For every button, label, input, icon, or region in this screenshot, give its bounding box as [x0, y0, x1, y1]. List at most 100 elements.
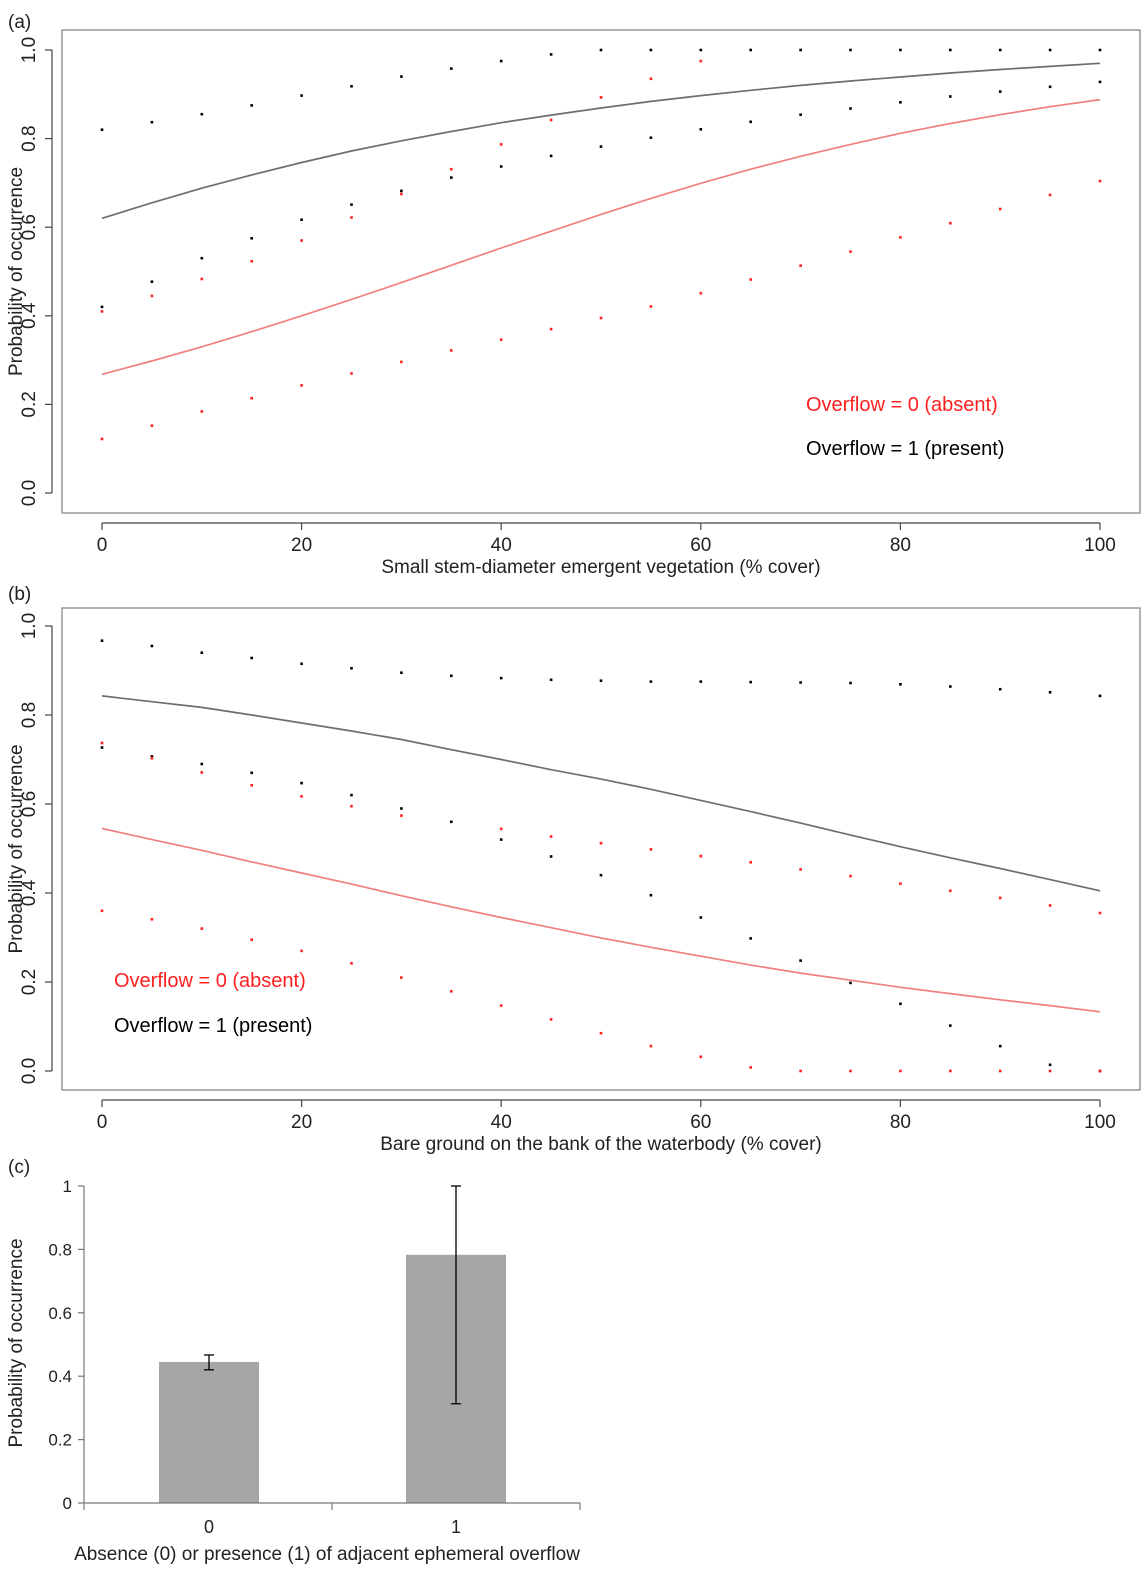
data-point: [649, 305, 653, 308]
data-point: [998, 1069, 1002, 1073]
data-point: [599, 96, 603, 99]
data-point: [300, 662, 303, 666]
data-point: [849, 874, 852, 878]
data-point: [499, 838, 503, 841]
data-point: [400, 360, 403, 364]
data-point: [549, 53, 553, 56]
data-point: [100, 639, 104, 642]
data-point: [100, 305, 104, 309]
data-point: [1048, 1069, 1052, 1073]
data-point: [649, 680, 653, 683]
data-point: [1098, 80, 1102, 84]
series-line-0: [101, 62, 1101, 220]
data-point: [899, 101, 902, 104]
data-point: [699, 854, 703, 858]
data-point: [599, 145, 603, 148]
data-point: [400, 189, 403, 193]
data-point: [100, 437, 104, 441]
data-point: [599, 679, 603, 682]
data-point: [699, 1055, 703, 1059]
data-point: [549, 327, 553, 331]
data-point: [200, 112, 204, 116]
data-point: [150, 294, 154, 298]
y-tick-label: 0.4: [19, 302, 40, 329]
data-point: [450, 990, 453, 993]
data-point: [1098, 179, 1102, 183]
data-point: [250, 656, 253, 660]
data-point: [350, 667, 353, 670]
data-point: [549, 154, 553, 158]
data-point: [749, 937, 752, 940]
data-point: [949, 685, 952, 688]
y-tick-label: 0.8: [19, 125, 40, 151]
data-point: [949, 1069, 952, 1073]
panel-a-x-axis: 0 20 40 60 80 100: [97, 522, 1116, 556]
data-point: [599, 1031, 603, 1035]
data-point: [350, 203, 353, 206]
data-point: [200, 927, 204, 930]
data-point: [499, 59, 503, 63]
data-point: [549, 835, 553, 838]
data-point: [649, 77, 653, 81]
data-point: [499, 1004, 503, 1007]
data-point: [400, 192, 403, 196]
data-point: [599, 316, 603, 320]
data-point: [649, 893, 653, 897]
panel-b: (b) 0 20 40 60 80 100 0.0 0.2 0.4 0.6 0.8 1.0 Bare…: [6, 584, 1141, 1155]
data-point: [699, 291, 703, 295]
y-tick-label: 0.8: [48, 1240, 72, 1259]
panel-b-plot-frame: [61, 607, 1141, 1091]
panel-c-label: (c): [8, 1157, 30, 1178]
data-point: [1098, 1069, 1102, 1073]
data-point: [250, 237, 253, 240]
x-tick-label: 0: [97, 535, 108, 556]
data-point: [998, 48, 1002, 52]
y-tick-label: 0.0: [19, 480, 40, 506]
data-point: [699, 916, 703, 919]
data-point: [200, 771, 204, 774]
data-point: [499, 338, 503, 341]
data-point: [150, 918, 154, 921]
data-point: [400, 976, 403, 979]
data-point: [200, 256, 204, 260]
data-point: [749, 680, 752, 684]
panel-a-y-axis-label: Probability of occurrence: [6, 167, 27, 376]
data-point: [499, 165, 503, 168]
data-point: [400, 814, 403, 817]
data-point: [150, 424, 154, 427]
data-point: [250, 938, 253, 941]
data-point: [250, 784, 253, 787]
data-point: [799, 113, 802, 116]
panel-a-series: [100, 48, 1102, 441]
data-point: [649, 848, 653, 851]
data-point: [749, 120, 752, 124]
y-tick-label: 0.4: [19, 879, 40, 906]
y-tick-label: 0.2: [48, 1431, 72, 1450]
legend-overflow-present: Overflow = 1 (present): [806, 438, 1004, 460]
data-point: [1098, 694, 1102, 698]
data-point: [899, 236, 902, 239]
y-tick-label: 0.6: [19, 214, 40, 240]
data-point: [699, 680, 703, 683]
data-point: [699, 48, 703, 52]
data-point: [649, 48, 653, 52]
data-point: [998, 207, 1002, 211]
data-point: [250, 104, 253, 107]
panel-c-y-axis-label: Probability of occurrence: [6, 1238, 27, 1447]
data-point: [1098, 48, 1102, 52]
data-point: [599, 841, 603, 845]
data-point: [899, 1069, 902, 1073]
x-tick-label: 20: [291, 535, 312, 556]
y-tick-label: 1: [63, 1177, 72, 1196]
data-point: [699, 59, 703, 63]
data-point: [549, 1018, 553, 1021]
data-point: [450, 349, 453, 352]
data-point: [1048, 48, 1052, 52]
y-tick-label: 0.4: [48, 1367, 72, 1386]
data-point: [350, 85, 353, 88]
x-tick-label: 0: [204, 1517, 214, 1537]
data-point: [849, 107, 852, 110]
data-point: [799, 681, 802, 684]
